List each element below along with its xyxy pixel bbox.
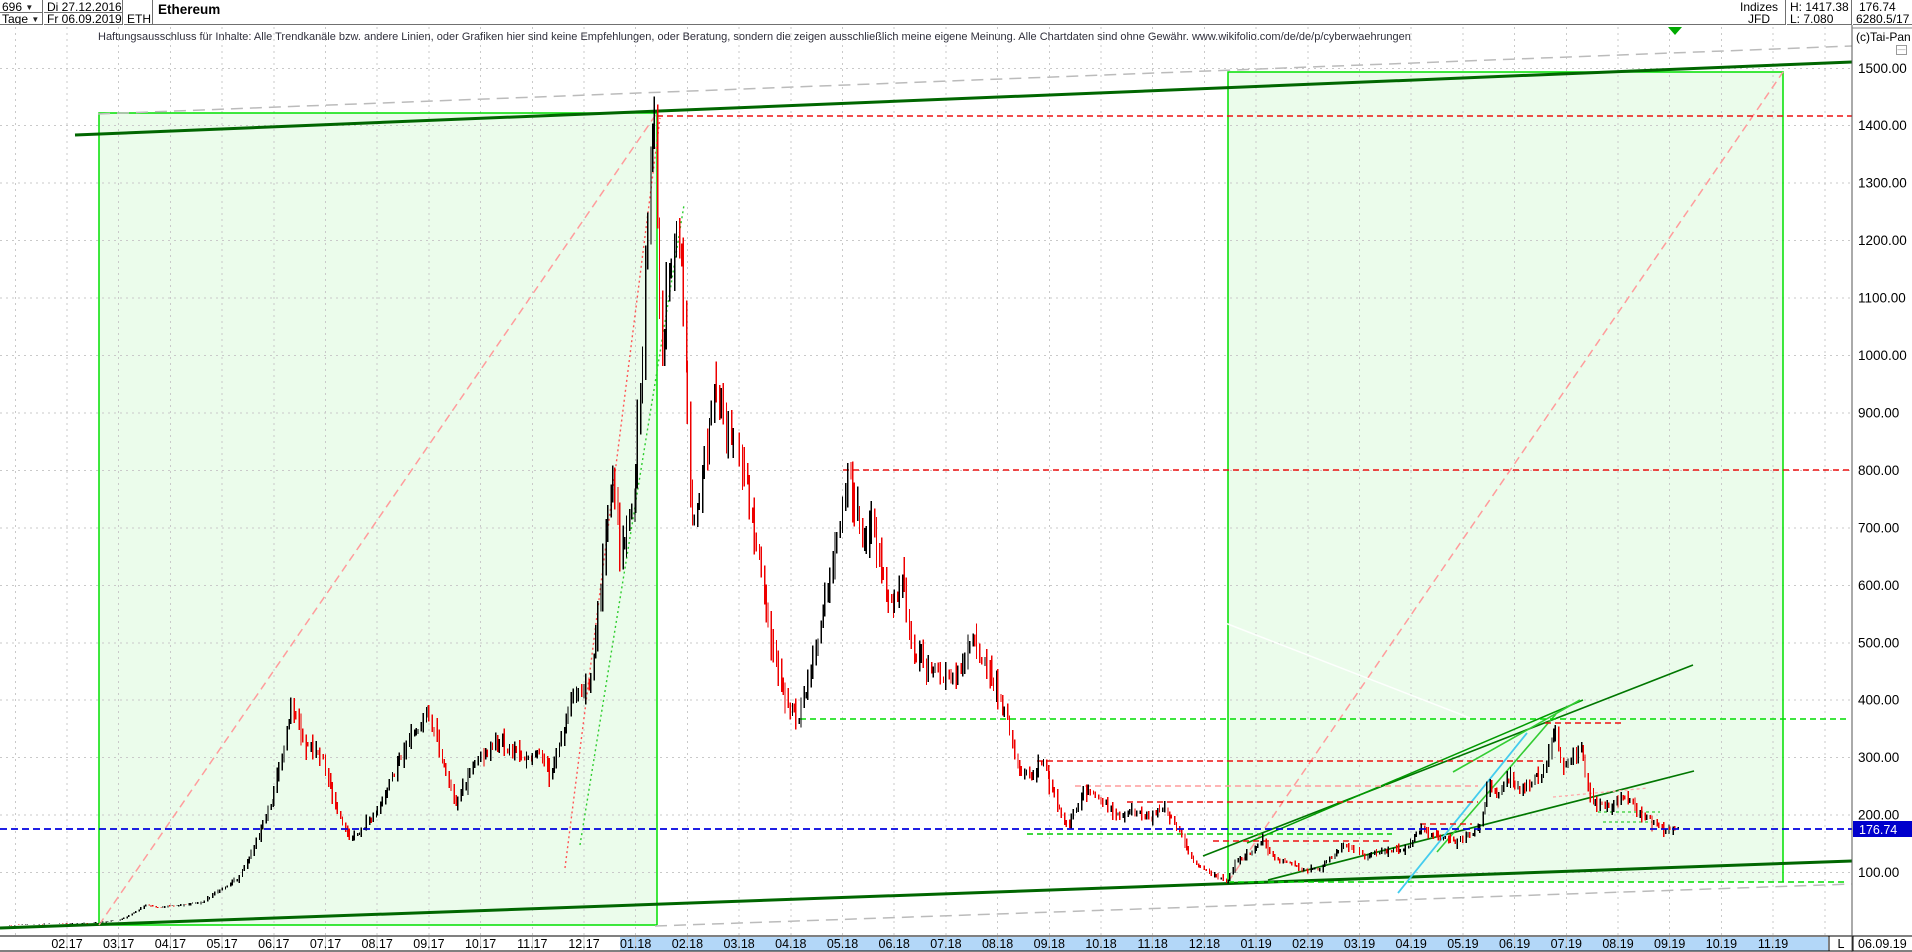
x-axis-label: 12.18	[1189, 937, 1220, 951]
copyright-label: (c)Tai-Pan	[1856, 30, 1911, 44]
x-axis-label: 03.17	[103, 937, 134, 951]
cyan-trendline[interactable]	[1397, 732, 1528, 894]
indizes-feed-cell: Indizes JFD	[1733, 0, 1786, 25]
x-axis-label: 06.17	[258, 937, 289, 951]
x-axis-label: 04.19	[1396, 937, 1427, 951]
disclaimer-text: Haftungsausschluss für Inhalte: Alle Tre…	[98, 31, 1411, 43]
x-axis-label: 08.18	[982, 937, 1013, 951]
long-term-resistance[interactable]	[74, 60, 1853, 137]
y-axis-label: 1300.00	[1858, 176, 1907, 191]
y-axis-label: 1500.00	[1858, 61, 1907, 76]
y-axis-label: 1400.00	[1858, 118, 1907, 133]
y-axis-label: 1200.00	[1858, 233, 1907, 248]
x-axis-label: 04.18	[775, 937, 806, 951]
bars-count-dropdown[interactable]: 696 ▼	[0, 0, 43, 13]
x-axis-label: 10.17	[465, 937, 496, 951]
y-axis-label: 800.00	[1858, 463, 1899, 478]
feed-label: JFD	[1748, 12, 1770, 25]
y-axis-label: 500.00	[1858, 635, 1899, 650]
x-axis-label: 11.18	[1138, 937, 1168, 951]
dec17-red-dotted[interactable]	[564, 117, 661, 869]
y-axis-label: 1100.00	[1858, 291, 1906, 306]
box1-diagonal[interactable]	[98, 112, 658, 926]
trend-box-2017-border[interactable]	[98, 112, 658, 925]
x-axis-label: 09.18	[1034, 937, 1065, 951]
x-axis-label: 03.18	[723, 937, 754, 951]
last-bar-marker[interactable]	[1668, 27, 1682, 35]
long-term-support[interactable]	[0, 859, 1853, 930]
x-axis-label: 08.19	[1602, 937, 1633, 951]
price-tag	[1853, 821, 1912, 837]
x-axis-label: 12.17	[568, 937, 599, 951]
trend-box-2019-border[interactable]	[1227, 71, 1784, 882]
lower-gray-channel[interactable]	[654, 883, 1853, 927]
channel-2019-c[interactable]	[1246, 699, 1584, 844]
date-from-field[interactable]: Di 27.12.2016	[44, 0, 123, 13]
x-axis-label: 01.19	[1240, 937, 1271, 951]
volume-info: 6280.5/17	[1856, 12, 1910, 25]
y-axis-label: 900.00	[1858, 405, 1899, 420]
last-price-cell: 176.74 6280.5/17	[1853, 0, 1912, 25]
date-to-field[interactable]: Fr 06.09.2019	[44, 13, 123, 25]
x-axis-label: 02.17	[51, 937, 82, 951]
x-axis-label: 02.18	[672, 937, 703, 951]
y-axis-label: 1000.00	[1858, 348, 1907, 363]
x-axis-label: 05.19	[1447, 937, 1478, 951]
last-label: L	[1838, 937, 1845, 951]
period-high-label: H: 1417.38	[1790, 0, 1849, 14]
x-axis-label: 07.18	[930, 937, 961, 951]
aug19-salmon[interactable]	[1552, 787, 1649, 798]
box2-diagonal[interactable]	[1227, 71, 1784, 883]
header-strip: Ethereum	[153, 0, 1733, 25]
x-axis-label: 09.19	[1654, 937, 1685, 951]
wedge-2019-a[interactable]	[1452, 699, 1581, 773]
x-axis-label: 06.18	[879, 937, 910, 951]
x-axis-label: 01.18	[620, 937, 651, 951]
x-axis-label: 05.18	[827, 937, 858, 951]
x-axis-label: 11.19	[1758, 937, 1788, 951]
period-low-label: L: 7.080	[1790, 12, 1834, 25]
x-axis-label: 09.17	[413, 937, 444, 951]
x-axis-label: 10.18	[1085, 937, 1116, 951]
y-axis-label: 200.00	[1858, 808, 1899, 823]
symbol-label: ETH	[124, 13, 153, 25]
symbol-cell-spacer	[124, 0, 153, 13]
last-date-label: 06.09.19	[1858, 937, 1907, 951]
x-axis-label: 02.19	[1292, 937, 1323, 951]
x-axis-label: 08.17	[362, 937, 393, 951]
x-axis-label: 05.17	[206, 937, 237, 951]
y-axis-label: 400.00	[1858, 693, 1899, 708]
x-axis-label: 07.17	[310, 937, 341, 951]
x-axis-label: 11.17	[517, 937, 547, 951]
minus-box-icon[interactable]: —	[1896, 45, 1907, 55]
x-axis-ticks	[66, 937, 1774, 950]
x-axis-label: 04.17	[155, 937, 186, 951]
x-axis-label: 07.19	[1551, 937, 1582, 951]
x-axis-highlight	[620, 937, 1828, 951]
high-low-cell: H: 1417.38 L: 7.080	[1787, 0, 1852, 25]
timeframe-dropdown[interactable]: Tage ▼	[0, 13, 43, 25]
x-axis-label: 06.19	[1499, 937, 1530, 951]
y-axis-label: 300.00	[1858, 750, 1899, 765]
channel-2019-b[interactable]	[1267, 770, 1695, 881]
y-axis-label: 700.00	[1858, 520, 1899, 535]
upper-gray-channel[interactable]	[97, 45, 1853, 115]
y-axis-label: 100.00	[1858, 865, 1899, 880]
last-price-value: 176.74	[1859, 0, 1896, 14]
timeframe-value: Tage	[2, 13, 29, 25]
bars-count-value: 696	[2, 0, 23, 13]
chevron-down-icon: ▼	[25, 3, 34, 12]
y-axis-label: 600.00	[1858, 578, 1899, 593]
price-tag-value: 176.74	[1859, 823, 1897, 837]
white-trendline[interactable]	[1139, 589, 1471, 719]
chevron-down-icon: ▼	[31, 15, 40, 24]
x-axis-label: 03.19	[1344, 937, 1375, 951]
price-bars	[7, 96, 1679, 926]
instrument-title: Ethereum	[158, 2, 221, 17]
indizes-label: Indizes	[1739, 0, 1779, 14]
x-axis-label: 10.19	[1706, 937, 1737, 951]
